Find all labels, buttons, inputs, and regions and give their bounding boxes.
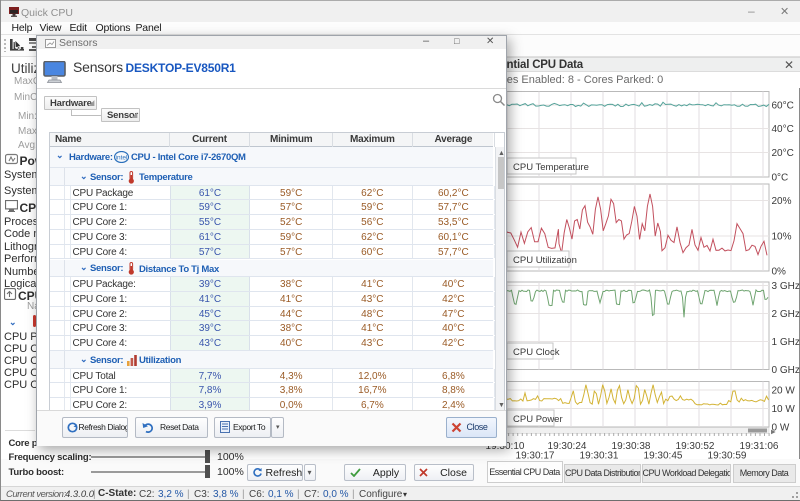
svg-text:19:30:24: 19:30:24 [548,441,587,452]
svg-text:19:30:31: 19:30:31 [580,451,619,462]
svg-text:3 GHz: 3 GHz [772,281,800,292]
svg-text:0°C: 0°C [772,173,789,184]
svg-text:19:30:45: 19:30:45 [644,451,683,462]
svg-text:20 W: 20 W [772,386,796,397]
svg-text:40°C: 40°C [772,124,794,135]
svg-text:0 W: 0 W [772,423,790,434]
svg-text:19:31:06: 19:31:06 [740,441,779,452]
svg-text:19:30:59: 19:30:59 [708,451,747,462]
svg-text:19:30:10: 19:30:10 [486,441,525,452]
svg-text:CPU Utilization: CPU Utilization [513,255,577,266]
svg-text:20°C: 20°C [772,148,794,159]
svg-text:10 W: 10 W [772,404,796,415]
svg-text:19:30:38: 19:30:38 [612,441,651,452]
svg-text:0 GHz: 0 GHz [772,365,800,376]
svg-text:CPU Clock: CPU Clock [513,347,560,358]
svg-text:1 GHz: 1 GHz [772,337,800,348]
svg-text:10%: 10% [772,232,792,243]
svg-text:▶: ▶ [771,430,776,436]
svg-text:CPU Temperature: CPU Temperature [513,162,589,173]
svg-text:intel: intel [116,155,128,162]
svg-text:20%: 20% [772,196,792,207]
svg-text:0%: 0% [772,267,787,278]
svg-text:19:30:52: 19:30:52 [676,441,715,452]
svg-text:2 GHz: 2 GHz [772,309,800,320]
svg-text:CPU Power: CPU Power [513,414,563,425]
svg-text:19:30:17: 19:30:17 [516,451,555,462]
svg-text:60°C: 60°C [772,101,794,112]
